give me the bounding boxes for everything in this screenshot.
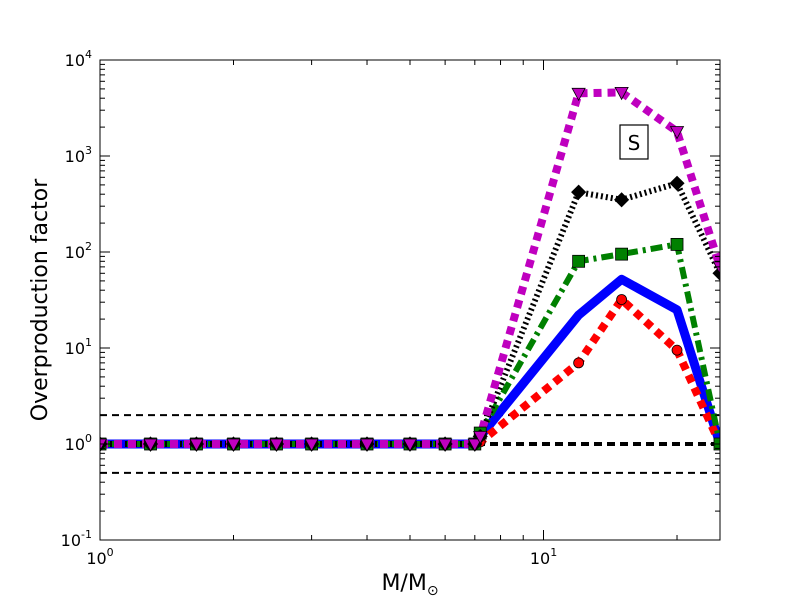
data-point xyxy=(269,438,284,452)
x-axis-title: M/M⊙ xyxy=(381,571,438,599)
annotation-box: S xyxy=(619,124,649,160)
data-point xyxy=(616,294,628,305)
y-tick-label: 101 xyxy=(65,336,92,358)
y-axis-title: Overproduction factor xyxy=(28,178,53,421)
x-tick-exponent: 1 xyxy=(550,546,557,559)
data-point xyxy=(615,247,629,261)
annotation-label: S xyxy=(628,131,641,155)
data-point xyxy=(437,438,453,452)
plot-area xyxy=(100,86,720,474)
y-tick-exponent: 0 xyxy=(85,432,92,445)
y-tick-base: 10 xyxy=(65,243,85,262)
series-line xyxy=(100,241,720,447)
data-point xyxy=(402,438,418,452)
data-point xyxy=(473,430,488,445)
data-point xyxy=(189,438,204,452)
data-point xyxy=(571,87,586,102)
data-point xyxy=(671,344,683,356)
y-tick-base: 10 xyxy=(65,147,85,166)
data-point xyxy=(669,126,685,140)
data-point xyxy=(573,357,585,369)
y-tick-exponent: 4 xyxy=(85,48,92,61)
y-tick-label: 104 xyxy=(65,48,92,70)
y-tick-exponent: 2 xyxy=(85,240,92,253)
data-point xyxy=(304,438,319,452)
data-point xyxy=(614,86,629,101)
x-tick-label: 100 xyxy=(86,546,113,568)
y-tick-label: 10-1 xyxy=(61,528,92,550)
data-point xyxy=(614,192,630,208)
x-axis-title-sub: ⊙ xyxy=(427,583,439,599)
data-point xyxy=(712,261,720,275)
series-line xyxy=(100,295,720,448)
x-tick-exponent: 0 xyxy=(107,546,114,559)
data-point xyxy=(226,438,241,452)
x-tick-base: 10 xyxy=(530,549,550,568)
series-line xyxy=(100,180,720,447)
y-tick-base: 10 xyxy=(61,531,81,550)
data-point xyxy=(467,438,482,452)
x-tick-label: 101 xyxy=(530,546,557,568)
data-point xyxy=(572,254,586,268)
data-point xyxy=(143,438,158,452)
data-point xyxy=(670,237,684,251)
series-group xyxy=(100,86,720,474)
x-axis-title-main: M/M xyxy=(381,571,426,596)
y-tick-exponent: 3 xyxy=(85,144,92,157)
y-tick-label: 100 xyxy=(65,432,92,454)
y-tick-base: 10 xyxy=(65,51,85,70)
data-point xyxy=(571,184,587,200)
data-point xyxy=(669,175,685,191)
y-tick-exponent: 1 xyxy=(85,336,92,349)
annotation-frame xyxy=(619,124,649,160)
x-tick-base: 10 xyxy=(86,549,106,568)
y-tick-label: 103 xyxy=(65,144,92,166)
y-tick-base: 10 xyxy=(65,339,85,358)
y-tick-base: 10 xyxy=(65,435,85,454)
y-tick-label: 102 xyxy=(65,240,92,262)
y-tick-exponent: -1 xyxy=(81,528,92,541)
data-point xyxy=(359,438,375,452)
